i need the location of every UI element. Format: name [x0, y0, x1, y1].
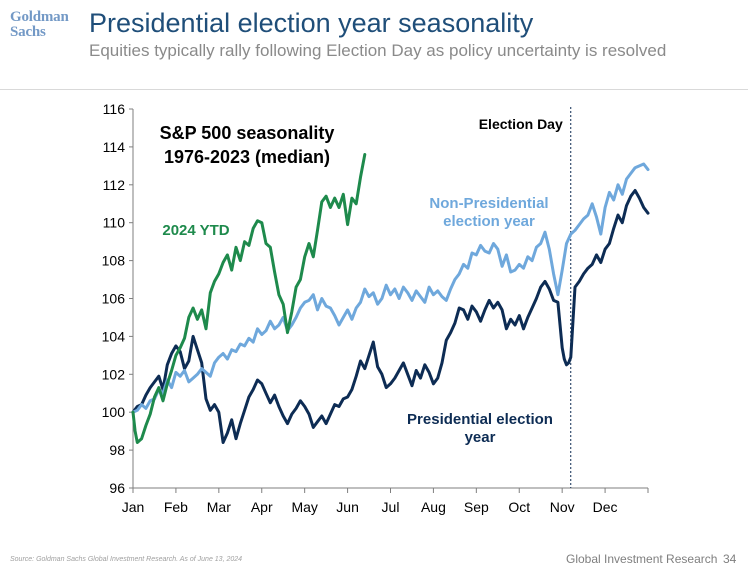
- chart-title-line: 1976-2023 (median): [164, 147, 330, 167]
- y-tick-label: 112: [103, 177, 126, 193]
- y-tick-label: 96: [109, 480, 125, 496]
- x-tick-label: Mar: [207, 499, 231, 515]
- series-line-ytd_2024: [131, 153, 367, 444]
- header-divider: [0, 89, 748, 90]
- x-tick-label: Nov: [550, 499, 575, 515]
- y-tick-label: 98: [109, 442, 125, 458]
- footer-page-number: 34: [723, 552, 737, 566]
- series-line-non_presidential: [131, 162, 650, 414]
- election-day-label: Election Day: [479, 116, 563, 132]
- chart-labels: Election Day S&P 500 seasonality 1976-2023…: [160, 116, 563, 446]
- y-tick-label: 106: [102, 291, 126, 307]
- x-tick-label: Apr: [251, 499, 273, 515]
- x-tick-label: Sep: [464, 499, 489, 515]
- label-presidential: year: [465, 429, 496, 446]
- footer-source: Source: Goldman Sachs Global Investment …: [10, 556, 243, 563]
- y-tick-label: 116: [103, 101, 126, 117]
- x-tick-label: Dec: [593, 499, 618, 515]
- y-tick-label: 114: [103, 139, 126, 155]
- y-tick-label: 110: [103, 215, 126, 231]
- page-subtitle: Equities typically rally following Elect…: [89, 41, 667, 60]
- label-non-presidential: election year: [443, 213, 535, 230]
- y-tick-label: 102: [102, 366, 126, 382]
- goldman-sachs-logo: Goldman Sachs: [10, 9, 69, 40]
- y-tick-label: 104: [102, 328, 126, 344]
- y-tick-label: 108: [102, 253, 126, 269]
- footer-research-label: Global Investment Research: [566, 552, 718, 566]
- label-2024-ytd: 2024 YTD: [162, 222, 229, 239]
- x-tick-label: Jan: [122, 499, 145, 515]
- page-title: Presidential election year seasonality: [89, 8, 534, 38]
- chart-series: [131, 153, 650, 444]
- seasonality-chart: 96 98 100 102 104 106 108 110 112 114 116 Jan Feb Mar…: [102, 101, 650, 515]
- label-presidential: Presidential election: [407, 411, 553, 428]
- y-tick-label: 100: [102, 404, 126, 420]
- chart-axes: 96 98 100 102 104 106 108 110 112 114 116 Jan Feb Mar…: [102, 101, 649, 515]
- x-tick-label: Feb: [164, 499, 188, 515]
- x-tick-label: Aug: [421, 499, 446, 515]
- series-line-presidential: [131, 189, 650, 444]
- x-tick-label: Oct: [508, 499, 530, 515]
- chart-title-line: S&P 500 seasonality: [160, 123, 335, 143]
- x-tick-label: Jul: [382, 499, 400, 515]
- x-tick-label: May: [291, 499, 317, 515]
- x-tick-label: Jun: [336, 499, 359, 515]
- label-non-presidential: Non-Presidential: [429, 195, 548, 212]
